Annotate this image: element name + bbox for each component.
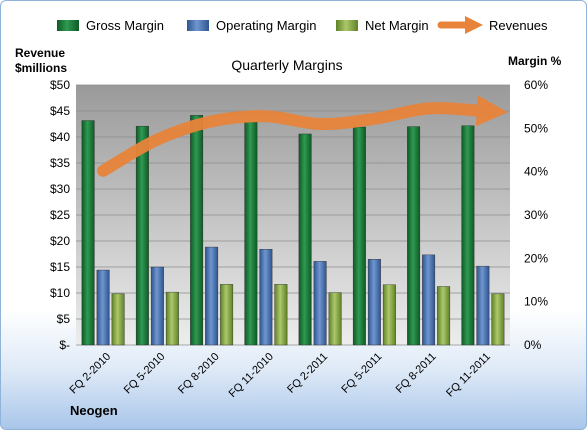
revenues-line <box>97 95 508 177</box>
bar-operating-margin <box>205 246 219 346</box>
left-tick-label: $30 <box>50 182 70 196</box>
left-tick-label: $10 <box>50 286 70 300</box>
bar-gross-margin <box>190 115 204 346</box>
legend-swatch-net-margin <box>336 20 358 31</box>
bar-gross-margin <box>135 125 149 346</box>
left-tick-label: $35 <box>50 156 70 170</box>
category-label: FQ 8-2011 <box>394 351 439 396</box>
right-tick-label: 0% <box>524 338 542 352</box>
bar-gross-margin <box>407 126 421 346</box>
legend-swatch-operating-margin <box>187 20 209 31</box>
bar-gross-margin <box>298 133 312 346</box>
left-tick-label: $45 <box>50 104 70 118</box>
legend-label-gross-margin: Gross Margin <box>86 18 164 33</box>
category-label: FQ 8-2010 <box>176 351 222 397</box>
legend-item-operating-margin: Operating Margin <box>187 18 316 33</box>
legend-item-gross-margin: Gross Margin <box>57 18 164 33</box>
bar-net-margin <box>328 292 342 346</box>
legend-label-net-margin: Net Margin <box>365 18 429 33</box>
right-tick-label: 60% <box>524 78 548 92</box>
right-tick-label: 20% <box>524 251 548 265</box>
category-label: FQ 11-2010 <box>227 351 276 400</box>
bar-net-margin <box>437 286 451 346</box>
right-tick-label: 10% <box>524 295 548 309</box>
left-tick-label: $20 <box>50 234 70 248</box>
category-label: FQ 5-2011 <box>339 351 384 396</box>
bar-gross-margin <box>461 125 475 346</box>
left-axis-title-line1: Revenue <box>15 46 65 60</box>
chart-title: Quarterly Margins <box>231 57 342 73</box>
legend-item-net-margin: Net Margin <box>336 18 429 33</box>
right-tick-label: 40% <box>524 165 548 179</box>
bar-net-margin <box>274 284 288 346</box>
left-tick-label: $25 <box>50 208 70 222</box>
legend-arrow-revenues <box>465 16 483 34</box>
bar-gross-margin <box>244 122 258 346</box>
left-tick-label: $15 <box>50 260 70 274</box>
category-label: FQ 5-2010 <box>122 351 168 397</box>
bar-operating-margin <box>259 249 273 346</box>
bar-gross-margin <box>81 120 95 346</box>
bar-operating-margin <box>150 266 164 346</box>
category-label: FQ 11-2011 <box>444 351 493 400</box>
left-tick-label: $40 <box>50 130 70 144</box>
bar-operating-margin <box>422 254 436 346</box>
left-axis-title-line2: $millions <box>15 61 67 75</box>
left-tick-label: $- <box>59 338 70 352</box>
company-label: Neogen <box>70 403 118 418</box>
right-tick-label: 50% <box>524 121 548 135</box>
legend: Gross Margin Operating Margin Net Margin… <box>57 16 548 34</box>
bar-net-margin <box>382 284 396 346</box>
category-label: FQ 2-2010 <box>68 351 114 397</box>
bar-operating-margin <box>367 259 381 346</box>
legend-item-revenues: Revenues <box>437 16 548 34</box>
legend-label-operating-margin: Operating Margin <box>216 18 316 33</box>
bar-net-margin <box>111 293 125 346</box>
legend-swatch-gross-margin <box>57 20 79 31</box>
bar-net-margin <box>220 284 234 346</box>
bar-net-margin <box>491 293 505 346</box>
bar-gross-margin <box>352 126 366 346</box>
legend-label-revenues: Revenues <box>489 18 548 33</box>
bar-operating-margin <box>313 261 327 346</box>
left-tick-label: $50 <box>50 78 70 92</box>
bar-operating-margin <box>96 269 110 346</box>
right-tick-label: 30% <box>524 208 548 222</box>
category-label: FQ 2-2011 <box>285 351 330 396</box>
left-tick-label: $5 <box>57 312 71 326</box>
right-axis-title: Margin % <box>508 54 562 68</box>
bar-operating-margin <box>476 265 490 346</box>
bar-net-margin <box>165 291 179 346</box>
bars-layer <box>81 115 505 346</box>
